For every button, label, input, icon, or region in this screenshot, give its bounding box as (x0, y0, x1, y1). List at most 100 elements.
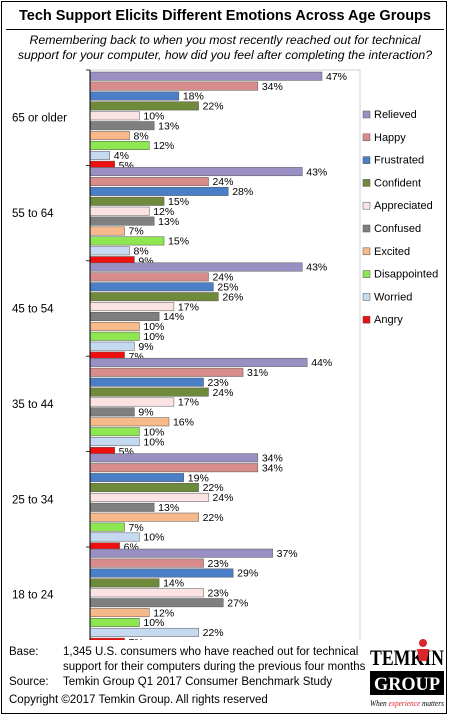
logo-wordmark-bottom: GROUP (374, 674, 440, 695)
bar-confused-55-to-64 (89, 216, 155, 226)
bar-frustrated-25-to-34 (89, 473, 185, 483)
chart-subtitle: Remembering back to when you most recent… (17, 33, 433, 62)
bar-excited-35-to-44 (89, 417, 170, 427)
legend-label-angry: Angry (374, 314, 403, 326)
data-label: 10% (143, 436, 164, 448)
data-label: 10% (143, 532, 164, 544)
bar-disappointed-35-to-44 (89, 427, 140, 437)
bar-confused-25-to-34 (89, 502, 155, 512)
bar-excited-65-or-older (89, 131, 130, 141)
bar-worried-25-to-34 (89, 532, 140, 542)
data-label: 10% (143, 111, 164, 123)
bar-appreciated-25-to-34 (89, 492, 209, 502)
data-label: 15% (168, 196, 189, 208)
bar-relieved-45-to-54 (89, 262, 303, 272)
category-label-55-to-64: 55 to 64 (12, 208, 54, 220)
data-label: 12% (153, 140, 174, 152)
data-label: 22% (203, 627, 224, 639)
legend-label-frustrated: Frustrated (374, 155, 424, 167)
bar-excited-25-to-34 (89, 512, 199, 522)
data-label: 24% (212, 272, 233, 284)
bar-worried-18-to-24 (89, 627, 199, 637)
bar-confident-35-to-44 (89, 387, 209, 397)
bar-confident-18-to-24 (89, 578, 160, 588)
data-label: 7% (129, 637, 144, 640)
logo-wordmark-top: TEMKIN (370, 645, 444, 670)
bar-happy-55-to-64 (89, 177, 209, 186)
bar-confused-65-or-older (89, 121, 155, 131)
data-label: 4% (114, 150, 129, 162)
data-label: 24% (212, 176, 233, 188)
data-label: 34% (262, 81, 283, 93)
data-label: 12% (153, 206, 174, 218)
bar-appreciated-35-to-44 (89, 397, 175, 407)
data-label: 15% (168, 236, 189, 248)
legend-swatch-angry (362, 315, 371, 324)
data-label: 7% (129, 226, 144, 238)
bar-frustrated-18-to-24 (89, 568, 234, 578)
legend-label-confident: Confident (374, 177, 421, 189)
legend-swatch-excited (362, 247, 371, 256)
bar-disappointed-18-to-24 (89, 618, 140, 627)
data-label: 9% (138, 341, 153, 353)
category-label-25-to-34: 25 to 34 (12, 494, 54, 506)
data-label: 8% (133, 246, 148, 258)
data-label: 24% (212, 387, 233, 399)
data-label: 10% (143, 321, 164, 333)
bar-relieved-55-to-64 (89, 167, 303, 177)
bar-excited-18-to-24 (89, 608, 150, 618)
bar-relieved-25-to-34 (89, 453, 259, 463)
data-label: 25% (217, 282, 238, 294)
data-label: 23% (208, 377, 229, 389)
bar-disappointed-55-to-64 (89, 236, 165, 246)
bar-frustrated-35-to-44 (89, 377, 204, 387)
data-label: 10% (143, 617, 164, 629)
data-label: 23% (208, 588, 229, 600)
legend-swatch-confused (362, 224, 371, 233)
bar-angry-18-to-24 (89, 637, 125, 640)
legend-label-confused: Confused (374, 223, 421, 235)
base-text: 1,345 U.S. consumers who have reached ou… (63, 646, 366, 673)
bar-confident-55-to-64 (89, 196, 165, 206)
person-icon (417, 639, 429, 661)
data-label: 8% (133, 130, 148, 142)
base-label: Base: (9, 646, 39, 658)
legend-label-relieved: Relieved (374, 109, 417, 121)
bar-worried-35-to-44 (89, 437, 140, 447)
data-label: 10% (143, 331, 164, 343)
legend-label-happy: Happy (374, 132, 406, 144)
source-label: Source: (9, 676, 49, 688)
bar-chart: 65 or older47%34%18%22%10%13%8%12%4%5%55… (12, 69, 438, 640)
bar-relieved-65-or-older (89, 71, 323, 81)
data-label: 17% (178, 301, 199, 313)
bar-disappointed-25-to-34 (89, 522, 125, 532)
bar-worried-65-or-older (89, 150, 110, 160)
legend-swatch-confident (362, 179, 371, 187)
legend-swatch-happy (362, 133, 371, 142)
bar-confident-65-or-older (89, 101, 199, 111)
data-label: 44% (311, 357, 332, 369)
bar-happy-25-to-34 (89, 463, 259, 473)
bar-appreciated-55-to-64 (89, 206, 150, 216)
bar-relieved-35-to-44 (89, 357, 308, 367)
bar-relieved-18-to-24 (89, 548, 273, 558)
data-label: 16% (173, 417, 194, 429)
bar-confused-35-to-44 (89, 407, 135, 417)
bar-frustrated-65-or-older (89, 91, 180, 101)
data-label: 31% (247, 367, 268, 379)
data-label: 7% (129, 522, 144, 534)
bar-frustrated-45-to-54 (89, 282, 214, 292)
legend-swatch-appreciated (362, 201, 371, 210)
data-label: 14% (163, 311, 184, 323)
data-label: 10% (143, 426, 164, 438)
data-label: 22% (203, 512, 224, 524)
data-label: 34% (262, 462, 283, 474)
bar-worried-55-to-64 (89, 246, 130, 256)
temkin-group-logo: TEMKIN GROUP When experience matters (370, 639, 445, 708)
data-label: 13% (158, 120, 179, 132)
data-label: 27% (227, 597, 248, 609)
legend-label-excited: Excited (374, 246, 410, 258)
data-label: 47% (326, 71, 347, 83)
bar-excited-55-to-64 (89, 226, 125, 236)
bar-confident-45-to-54 (89, 292, 219, 302)
